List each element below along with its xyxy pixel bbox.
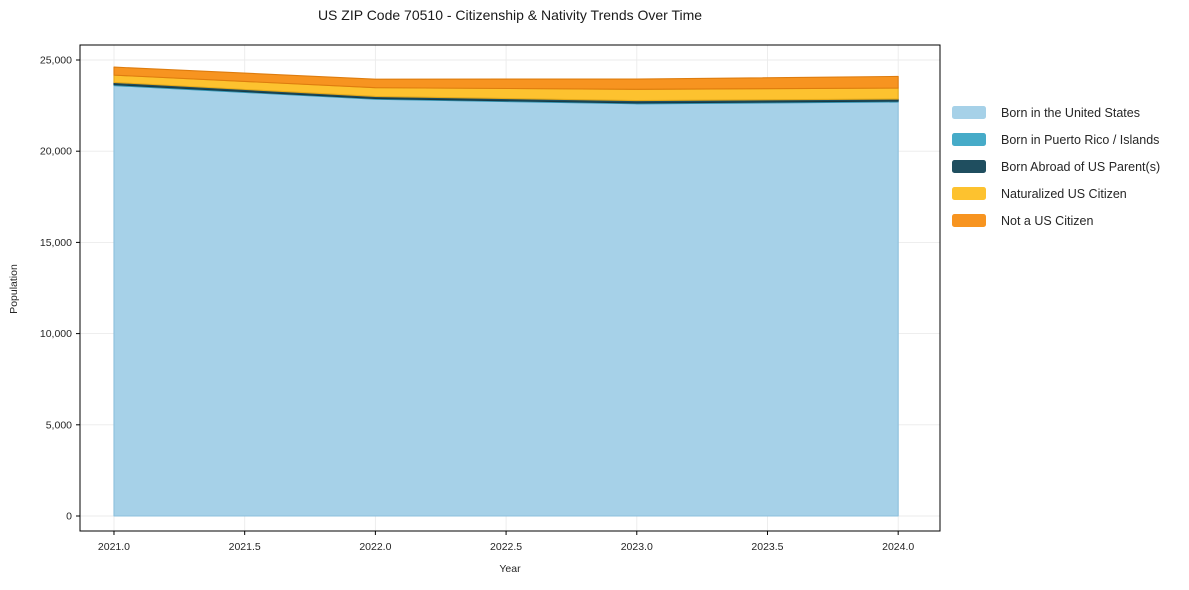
legend-swatch [952, 160, 986, 173]
area-series [113, 66, 899, 90]
legend-swatch [952, 106, 986, 119]
x-tick-label: 2023.5 [751, 541, 783, 553]
legend-item: Naturalized US Citizen [952, 180, 1160, 207]
y-tick-label: 15,000 [40, 237, 72, 249]
y-axis-label: Population [8, 264, 20, 314]
legend-label: Naturalized US Citizen [1001, 186, 1127, 201]
chart-title: US ZIP Code 70510 - Citizenship & Nativi… [317, 7, 703, 23]
legend-swatch [952, 133, 986, 146]
legend-label: Not a US Citizen [1001, 213, 1094, 228]
y-tick-label: 0 [66, 511, 72, 523]
legend-swatch [952, 214, 986, 227]
x-tick-label: 2021.5 [229, 541, 261, 553]
y-tick-label: 25,000 [40, 54, 72, 66]
y-tick-label: 5,000 [46, 419, 72, 431]
x-tick-label: 2022.0 [359, 541, 391, 553]
x-tick-label: 2023.0 [621, 541, 653, 553]
legend-item: Born Abroad of US Parent(s) [952, 153, 1160, 180]
legend-item: Not a US Citizen [952, 207, 1160, 234]
x-axis-label: Year [499, 563, 521, 575]
x-tick-label: 2024.0 [882, 541, 914, 553]
x-tick-label: 2021.0 [98, 541, 130, 553]
y-tick-label: 10,000 [40, 328, 72, 340]
y-tick-label: 20,000 [40, 146, 72, 158]
legend-item: Born in the United States [952, 99, 1160, 126]
legend: Born in the United States Born in Puerto … [952, 99, 1160, 234]
plot-border [79, 44, 941, 532]
legend-item: Born in Puerto Rico / Islands [952, 126, 1160, 153]
legend-swatch [952, 187, 986, 200]
legend-label: Born in Puerto Rico / Islands [1001, 132, 1160, 147]
x-tick-label: 2022.5 [490, 541, 522, 553]
legend-label: Born in the United States [1001, 105, 1140, 120]
area-series [113, 84, 899, 517]
legend-label: Born Abroad of US Parent(s) [1001, 159, 1161, 174]
